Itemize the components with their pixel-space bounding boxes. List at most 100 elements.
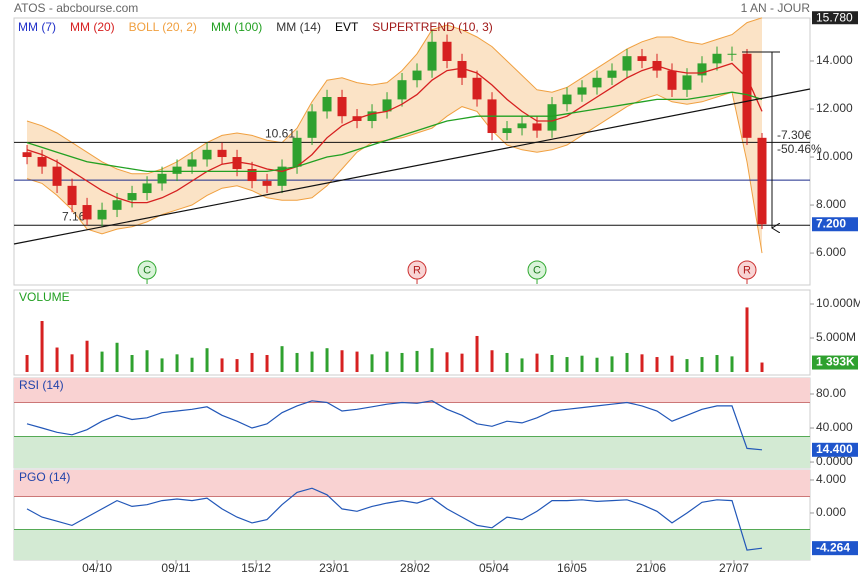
x-tick-label: 09/11 — [161, 561, 190, 575]
volume-bar — [400, 352, 404, 373]
candle-body — [682, 75, 692, 90]
volume-bar — [415, 350, 419, 373]
last-value-label: 7.200 — [816, 216, 846, 230]
legend-entry: MM (14) — [276, 20, 321, 34]
volume-bar — [745, 307, 749, 373]
y-tick-label: 5.000M — [816, 330, 856, 344]
volume-bar — [40, 321, 44, 373]
volume-bar — [355, 351, 359, 373]
volume-bar — [370, 354, 374, 373]
x-tick-label: 23/01 — [319, 561, 349, 575]
volume-bar — [85, 340, 89, 373]
candle-body — [622, 56, 632, 71]
pane-title: PGO (14) — [19, 470, 70, 484]
trend-line — [13, 88, 811, 245]
candle-body — [67, 185, 77, 206]
pane-title: RSI (14) — [19, 378, 64, 392]
candle-body — [337, 96, 347, 117]
volume-bar — [175, 354, 179, 373]
candle-body — [157, 173, 167, 184]
volume-bar — [130, 355, 134, 373]
y-tick-label: 0.000 — [816, 505, 846, 519]
x-tick-label: 15/12 — [241, 561, 271, 575]
change-annotation: -7.30€ — [777, 128, 811, 142]
y-tick-label: 10.000 — [816, 149, 853, 163]
volume-bar — [55, 347, 59, 373]
volume-bar — [580, 355, 584, 373]
moving-average — [26, 91, 763, 173]
volume-bar — [760, 362, 764, 373]
level-label: 10.61 — [265, 127, 295, 141]
volume-bar — [520, 358, 524, 373]
volume-bar — [670, 355, 674, 373]
candle-body — [457, 60, 467, 78]
volume-bar — [70, 354, 74, 373]
candle-body — [172, 166, 182, 174]
candle-body — [277, 166, 287, 186]
volume-bar — [535, 353, 539, 373]
candle-body — [697, 63, 707, 76]
signal-label: C — [533, 264, 541, 276]
y-tick-label: 12.000 — [816, 101, 853, 115]
candle-body — [637, 56, 647, 61]
candle-body — [307, 111, 317, 138]
volume-bar — [25, 355, 29, 373]
volume-bar — [730, 356, 734, 373]
period: 1 AN - JOUR — [741, 1, 811, 15]
volume-bar — [640, 354, 644, 373]
candle-body — [577, 87, 587, 95]
volume-bar — [190, 357, 194, 373]
volume-bar — [550, 355, 554, 373]
page-title: ATOS - abcbourse.com — [14, 1, 138, 15]
candle-body — [592, 77, 602, 88]
indicator-line — [26, 400, 763, 451]
legend-entry: BOLL (20, 2) — [129, 20, 197, 34]
candle-body — [547, 104, 557, 131]
candle-body — [472, 77, 482, 100]
level-label: 7.16 — [62, 209, 86, 223]
overbought-zone — [14, 378, 810, 403]
indicator-line — [26, 487, 763, 551]
candle-body — [232, 157, 242, 170]
last-value-box — [812, 355, 858, 370]
last-value-box — [812, 217, 858, 232]
overbought-zone — [14, 470, 810, 497]
volume-bar — [295, 352, 299, 373]
candle-body — [322, 96, 332, 112]
last-value-label: -4.264 — [816, 540, 850, 554]
candle-body — [427, 41, 437, 71]
y-tick-label: 14.000 — [816, 53, 853, 67]
volume-bar — [565, 357, 569, 373]
volume-bar — [430, 348, 434, 373]
volume-bar — [145, 350, 149, 373]
x-tick-label: 04/10 — [82, 561, 112, 575]
candle-body — [367, 111, 377, 122]
candle-body — [217, 149, 227, 158]
candle-body — [712, 53, 722, 64]
volume-bar — [700, 357, 704, 373]
volume-bar — [250, 352, 254, 373]
last-value-label: 14.400 — [816, 442, 853, 456]
volume-bar — [655, 357, 659, 373]
drawings — [13, 51, 811, 245]
candle-body — [292, 137, 302, 167]
y-tick-label: 6.000 — [816, 245, 846, 259]
volume-bar — [595, 357, 599, 373]
y-tick-label: 40.000 — [816, 420, 853, 434]
signal-marker — [527, 260, 547, 280]
candle-body — [397, 80, 407, 100]
x-tick-label: 27/07 — [719, 561, 749, 575]
volume-bar — [505, 352, 509, 373]
candle-body — [442, 41, 452, 61]
y-tick-label: 80.00 — [816, 386, 846, 400]
volume-bar — [445, 352, 449, 373]
legend-entry: MM (20) — [70, 20, 115, 34]
volume-bar — [715, 355, 719, 373]
volume-bar — [115, 342, 119, 373]
legend-entry: MM (7) — [18, 20, 56, 34]
y-tick-label: 8.000 — [816, 197, 846, 211]
volume-bar — [475, 335, 479, 373]
candle-body — [97, 209, 107, 220]
y-tick-label: 0.0000 — [816, 454, 853, 468]
